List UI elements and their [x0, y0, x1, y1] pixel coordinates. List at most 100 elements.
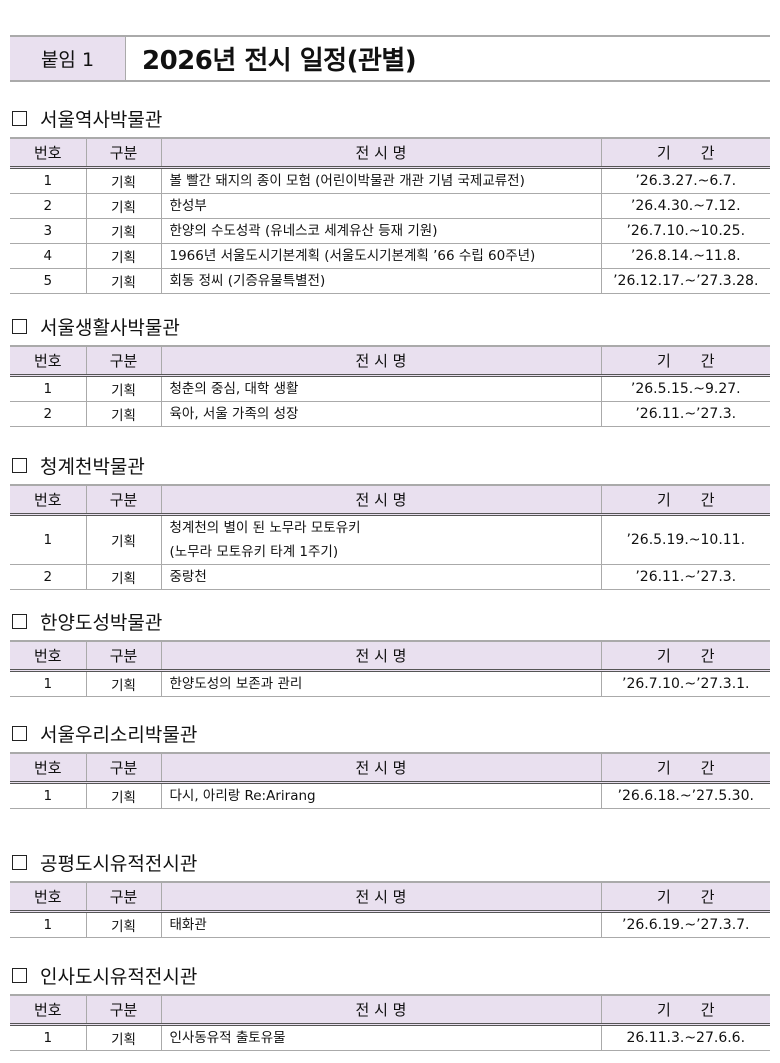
museum-name: 서울역사박물관 — [40, 108, 163, 131]
exhibition-period: ’26.5.19.~10.11. — [600, 514, 770, 565]
exhibition-period: ’26.7.10.~’27.3.1. — [600, 670, 770, 697]
exhibition-name-line: 인사동유적 출토유물 — [169, 1030, 286, 1046]
square-bullet-icon — [12, 457, 27, 473]
section-heading: 청계천박물관 — [10, 453, 770, 478]
table-row: 1 기획 볼 빨간 돼지의 종이 모험 (어린이박물관 개관 기념 국제교류전) ’2… — [10, 167, 770, 194]
exhibition-period: ’26.4.30.~7.12. — [600, 193, 770, 219]
exhibition-period: ’26.6.19.~’27.3.7. — [600, 911, 770, 938]
column-header: 구분 — [85, 137, 161, 169]
column-header: 번호 — [10, 640, 86, 672]
column-header: 번호 — [10, 994, 86, 1026]
table-row: 1 기획 다시, 아리랑 Re:Arirang ’26.6.18.~’27.5.30. — [10, 782, 770, 809]
exhibition-period: 26.11.3.~27.6.6. — [600, 1024, 770, 1051]
exhibition-name: 한성부 — [160, 193, 601, 219]
row-number: 3 — [10, 218, 86, 244]
exhibition-name-line: 청춘의 중심, 대학 생활 — [169, 381, 299, 397]
column-header: 전 시 명 — [160, 881, 601, 913]
square-bullet-icon — [12, 854, 27, 870]
row-number: 2 — [10, 401, 86, 427]
column-header: 구분 — [85, 345, 161, 377]
table-row: 1 기획 청계천의 별이 된 노무라 모토유키 (노무라 모토유키 타계 1주기) ’2… — [10, 514, 770, 565]
row-number: 1 — [10, 782, 86, 809]
exhibition-period: ’26.3.27.~6.7. — [600, 167, 770, 194]
row-number: 1 — [10, 670, 86, 697]
column-header: 번호 — [10, 881, 86, 913]
exhibition-name-line: 1966년 서울도시기본계획 (서울도시기본계획 ’66 수립 60주년) — [169, 248, 536, 264]
column-header: 전 시 명 — [160, 345, 601, 377]
column-header: 구분 — [85, 752, 161, 784]
column-header: 기 간 — [600, 345, 770, 377]
square-bullet-icon — [12, 613, 27, 629]
column-header: 구분 — [85, 484, 161, 516]
column-header: 번호 — [10, 484, 86, 516]
museum-name: 서울생활사박물관 — [40, 316, 180, 339]
exhibition-name-line: 한성부 — [169, 198, 207, 214]
exhibition-name-line: 태화관 — [169, 917, 207, 933]
exhibition-name-line: 청계천의 별이 된 노무라 모토유키 — [169, 520, 361, 536]
museum-name: 공평도시유적전시관 — [40, 852, 198, 875]
column-header: 전 시 명 — [160, 484, 601, 516]
exhibition-type: 기획 — [85, 514, 161, 565]
exhibition-name-line: (노무라 모토유키 타계 1주기) — [169, 544, 339, 560]
section-heading: 한양도성박물관 — [10, 609, 770, 634]
square-bullet-icon — [12, 967, 27, 983]
exhibition-type: 기획 — [85, 670, 161, 697]
row-number: 2 — [10, 564, 86, 590]
exhibition-period: ’26.11.~’27.3. — [600, 564, 770, 590]
column-header: 전 시 명 — [160, 640, 601, 672]
column-header: 번호 — [10, 752, 86, 784]
column-header: 기 간 — [600, 640, 770, 672]
table-row: 3 기획 한양의 수도성곽 (유네스코 세계유산 등재 기원) ’26.7.10.~1… — [10, 218, 770, 244]
exhibition-name: 다시, 아리랑 Re:Arirang — [160, 782, 601, 809]
table-row: 1 기획 태화관 ’26.6.19.~’27.3.7. — [10, 911, 770, 938]
exhibition-type: 기획 — [85, 375, 161, 402]
exhibition-name: 한양의 수도성곽 (유네스코 세계유산 등재 기원) — [160, 218, 601, 244]
exhibition-name-line: 육아, 서울 가족의 성장 — [169, 406, 299, 422]
row-number: 5 — [10, 268, 86, 294]
table-row: 1 기획 인사동유적 출토유물 26.11.3.~27.6.6. — [10, 1024, 770, 1051]
exhibition-type: 기획 — [85, 911, 161, 938]
column-header: 전 시 명 — [160, 137, 601, 169]
exhibition-type: 기획 — [85, 243, 161, 269]
attachment-label: 붙임 1 — [10, 37, 126, 80]
table-row: 1 기획 청춘의 중심, 대학 생활 ’26.5.15.~9.27. — [10, 375, 770, 402]
table-row: 4 기획 1966년 서울도시기본계획 (서울도시기본계획 ’66 수립 60주년)… — [10, 243, 770, 269]
exhibition-type: 기획 — [85, 401, 161, 427]
column-header: 전 시 명 — [160, 752, 601, 784]
exhibition-period: ’26.5.15.~9.27. — [600, 375, 770, 402]
exhibition-period: ’26.8.14.~11.8. — [600, 243, 770, 269]
section-heading: 서울역사박물관 — [10, 106, 770, 131]
row-number: 1 — [10, 911, 86, 938]
exhibition-name: 청춘의 중심, 대학 생활 — [160, 375, 601, 402]
title-bar: 붙임 1 2026년 전시 일정(관별) — [10, 35, 770, 82]
exhibition-name: 청계천의 별이 된 노무라 모토유키 (노무라 모토유키 타계 1주기) — [160, 514, 601, 565]
column-header: 번호 — [10, 137, 86, 169]
table-row: 2 기획 중랑천 ’26.11.~’27.3. — [10, 564, 770, 590]
column-header: 기 간 — [600, 881, 770, 913]
exhibition-name-line: 중랑천 — [169, 569, 207, 585]
column-header: 기 간 — [600, 137, 770, 169]
column-header: 기 간 — [600, 994, 770, 1026]
exhibition-type: 기획 — [85, 1024, 161, 1051]
exhibition-name-line: 볼 빨간 돼지의 종이 모험 (어린이박물관 개관 기념 국제교류전) — [169, 173, 525, 189]
row-number: 1 — [10, 514, 86, 565]
column-header: 번호 — [10, 345, 86, 377]
exhibition-name: 1966년 서울도시기본계획 (서울도시기본계획 ’66 수립 60주년) — [160, 243, 601, 269]
exhibition-name: 중랑천 — [160, 564, 601, 590]
exhibition-period: ’26.6.18.~’27.5.30. — [600, 782, 770, 809]
museum-name: 청계천박물관 — [40, 455, 145, 478]
column-header: 구분 — [85, 994, 161, 1026]
